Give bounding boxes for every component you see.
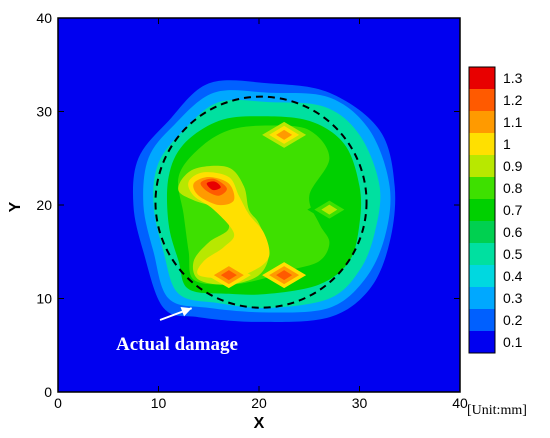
- plot-area: Actual damage: [58, 18, 460, 392]
- x-tick-label: 40: [452, 395, 468, 411]
- y-tick-label: 10: [36, 291, 52, 307]
- colorbar-swatch: [469, 133, 495, 155]
- colorbar-label: 0.9: [503, 158, 523, 174]
- colorbar-label: 1.2: [503, 92, 523, 108]
- x-tick-label: 30: [352, 395, 368, 411]
- colorbar-label: 0.4: [503, 268, 523, 284]
- peak-0-level-2: [276, 129, 293, 140]
- colorbar-label: 0.2: [503, 312, 523, 328]
- contour-level-9: [206, 181, 221, 191]
- x-tick-label: 0: [54, 395, 62, 411]
- colorbar-swatch: [469, 243, 495, 265]
- colorbar-swatch: [469, 199, 495, 221]
- y-tick-label: 30: [36, 104, 52, 120]
- colorbar-swatch: [469, 177, 495, 199]
- actual-damage-boundary: [154, 95, 368, 309]
- peak-2-level-2: [220, 270, 237, 281]
- y-tick-label: 40: [36, 10, 52, 26]
- colorbar-swatch: [469, 331, 495, 353]
- colorbar-swatch: [469, 67, 495, 89]
- colorbar-label: 0.8: [503, 180, 523, 196]
- annotation-arrow-head: [180, 307, 192, 317]
- colorbar-swatch: [469, 287, 495, 309]
- colorbar-label: 0.5: [503, 246, 523, 262]
- colorbar-label: 1: [503, 136, 511, 152]
- colorbar-swatch: [469, 221, 495, 243]
- unit-label: [Unit:mm]: [467, 403, 527, 418]
- colorbar-swatch: [469, 111, 495, 133]
- x-tick-label: 10: [151, 395, 167, 411]
- peak-1-level-2: [276, 270, 293, 281]
- colorbar-frame: [468, 66, 496, 354]
- colorbar-label: 0.7: [503, 202, 523, 218]
- colorbar-label: 1.1: [503, 114, 523, 130]
- colorbar-label: 0.1: [503, 334, 523, 350]
- colorbar-label: 1.3: [503, 70, 523, 86]
- colorbar-label: 0.6: [503, 224, 523, 240]
- axes: 0 10 20 30 40 0 10 20 30 40: [36, 10, 468, 411]
- colorbar: 1.3 1.2 1.1 1 0.9 0.8 0.7 0.6 0.5 0.4 0.3 0.2 0.1: [468, 66, 523, 354]
- colorbar-label: 0.3: [503, 290, 523, 306]
- y-tick-label: 0: [44, 384, 52, 400]
- colorbar-swatch: [469, 89, 495, 111]
- colorbar-swatch: [469, 265, 495, 287]
- colorbar-swatch: [469, 309, 495, 331]
- x-axis-title: X: [254, 415, 265, 432]
- peak-3-level-2: [321, 204, 338, 215]
- colorbar-swatch: [469, 155, 495, 177]
- x-tick-label: 20: [251, 395, 267, 411]
- annotation-label: Actual damage: [116, 334, 238, 355]
- y-axis-title: Y: [7, 201, 24, 212]
- y-tick-label: 20: [36, 197, 52, 213]
